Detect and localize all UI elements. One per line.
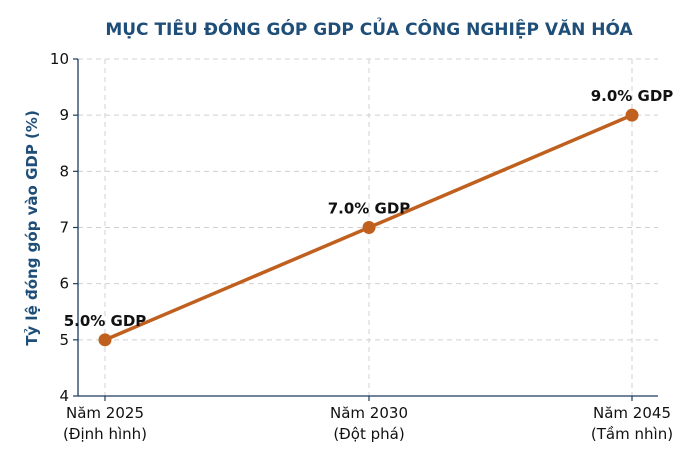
y-axis-label: Tỷ lệ đóng góp vào GDP (%)	[23, 110, 41, 346]
data-point-0	[98, 333, 112, 347]
data-label-1: 7.0% GDP	[328, 200, 411, 218]
x-tick-label-0: Năm 2025	[66, 404, 144, 422]
data-point-2	[625, 108, 639, 122]
y-tick-label-4: 8	[59, 162, 69, 180]
x-tick-label-1: Năm 2030	[330, 404, 408, 422]
y-tick-label-1: 5	[59, 331, 69, 349]
y-tick-label-0: 4	[59, 387, 69, 405]
y-tick-label-6: 10	[50, 50, 69, 68]
data-label-2: 9.0% GDP	[591, 87, 674, 105]
x-tick-label-2: Năm 2045	[593, 404, 671, 422]
data-labels: 5.0% GDP 7.0% GDP 9.0% GDP	[64, 87, 674, 330]
y-tick-label-3: 7	[59, 219, 69, 237]
chart-title: MỤC TIÊU ĐÓNG GÓP GDP CỦA CÔNG NGHIỆP VĂ…	[105, 16, 633, 40]
y-tick-label-5: 9	[59, 106, 69, 124]
tick-labels: 4 5 6 7 8 9 10 Năm 2025 (Định hình) Năm 2030 (Đột …	[50, 50, 673, 443]
data-point-1	[362, 221, 376, 234]
data-series	[98, 108, 639, 347]
x-tick-sublabel-1: (Đột phá)	[333, 425, 404, 443]
data-label-0: 5.0% GDP	[64, 312, 147, 330]
x-tick-sublabel-0: (Định hình)	[63, 425, 147, 443]
y-tick-label-2: 6	[59, 275, 69, 293]
x-tick-sublabel-2: (Tầm nhìn)	[591, 425, 673, 443]
